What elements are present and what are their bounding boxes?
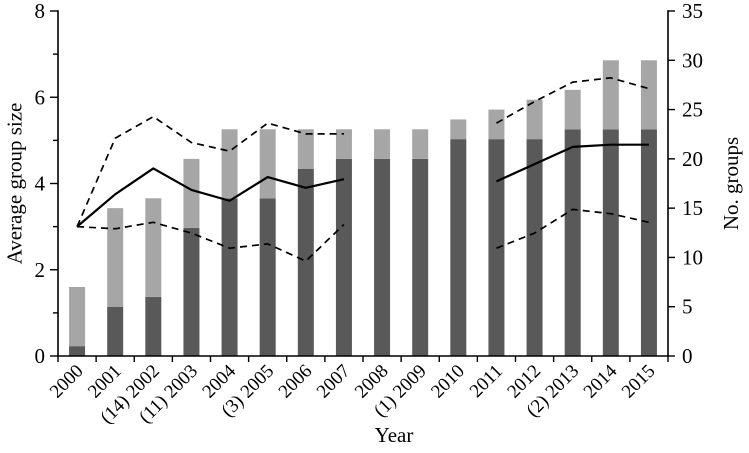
bar-dark-4 bbox=[221, 198, 238, 356]
bar-dark-1 bbox=[107, 306, 124, 356]
left-tick-label-0: 0 bbox=[35, 344, 46, 368]
bar-dark-2 bbox=[145, 296, 162, 356]
bar-light-13 bbox=[564, 89, 581, 130]
ticks-layer bbox=[50, 10, 675, 362]
bar-dark-10 bbox=[450, 139, 467, 356]
bar-dark-12 bbox=[526, 139, 543, 356]
left-tick-label-4: 4 bbox=[35, 172, 46, 196]
x-tick-label-15: 2015 bbox=[618, 361, 660, 403]
left-tick-label-6: 6 bbox=[35, 85, 46, 109]
bar-dark-0 bbox=[69, 346, 86, 356]
bar-light-7 bbox=[335, 129, 352, 159]
bar-dark-7 bbox=[335, 158, 352, 356]
x-tick-label-0: 2000 bbox=[46, 361, 88, 403]
left-tick-label-8: 8 bbox=[35, 0, 46, 23]
bar-light-4 bbox=[221, 129, 238, 199]
right-tick-label-0: 0 bbox=[682, 344, 693, 368]
bar-light-9 bbox=[412, 129, 429, 159]
right-tick-label-20: 20 bbox=[682, 147, 703, 171]
bar-dark-15 bbox=[640, 129, 657, 356]
bar-light-15 bbox=[640, 60, 657, 130]
bar-dark-14 bbox=[602, 129, 619, 356]
bar-dark-13 bbox=[564, 129, 581, 356]
bar-light-10 bbox=[450, 119, 467, 140]
bar-dark-5 bbox=[259, 198, 276, 356]
x-tick-label-11: 2011 bbox=[466, 361, 507, 402]
bar-light-2 bbox=[145, 198, 162, 297]
x-tick-label-10: 2010 bbox=[427, 361, 469, 403]
average-group-size-mean-segment-0 bbox=[76, 167, 345, 228]
bar-dark-6 bbox=[297, 168, 314, 356]
bars-layer bbox=[69, 60, 657, 356]
bar-dark-9 bbox=[412, 158, 429, 356]
right-tick-label-10: 10 bbox=[682, 245, 703, 269]
bar-dark-8 bbox=[374, 158, 391, 356]
right-tick-label-15: 15 bbox=[682, 196, 703, 220]
bar-light-5 bbox=[259, 129, 276, 199]
bar-light-12 bbox=[526, 99, 543, 140]
bar-light-1 bbox=[107, 208, 124, 307]
right-tick-label-30: 30 bbox=[682, 48, 703, 72]
x-tick-label-7: 2007 bbox=[313, 361, 355, 403]
average-group-size-lower-ci-segment-1 bbox=[496, 208, 650, 249]
x-tick-label-6: 2006 bbox=[275, 361, 317, 403]
bar-light-8 bbox=[374, 129, 391, 159]
bar-light-3 bbox=[183, 158, 200, 228]
bar-light-0 bbox=[69, 287, 86, 347]
left-tick-label-2: 2 bbox=[35, 258, 46, 282]
right-tick-label-35: 35 bbox=[682, 0, 703, 23]
bar-light-6 bbox=[297, 129, 314, 169]
average-group-size-upper-ci-segment-0 bbox=[76, 115, 344, 227]
bar-light-11 bbox=[488, 109, 505, 140]
average-group-size-upper-ci-segment-1 bbox=[496, 76, 650, 124]
bar-dark-3 bbox=[183, 227, 200, 356]
right-tick-label-25: 25 bbox=[682, 98, 703, 122]
average-group-size-mean-segment-1 bbox=[495, 143, 649, 183]
bar-light-14 bbox=[602, 60, 619, 130]
average-group-size-lower-ci-segment-0 bbox=[77, 221, 345, 262]
right-tick-label-5: 5 bbox=[682, 295, 693, 319]
lines-layer bbox=[76, 76, 650, 262]
x-tick-label-14: 2014 bbox=[580, 360, 622, 402]
